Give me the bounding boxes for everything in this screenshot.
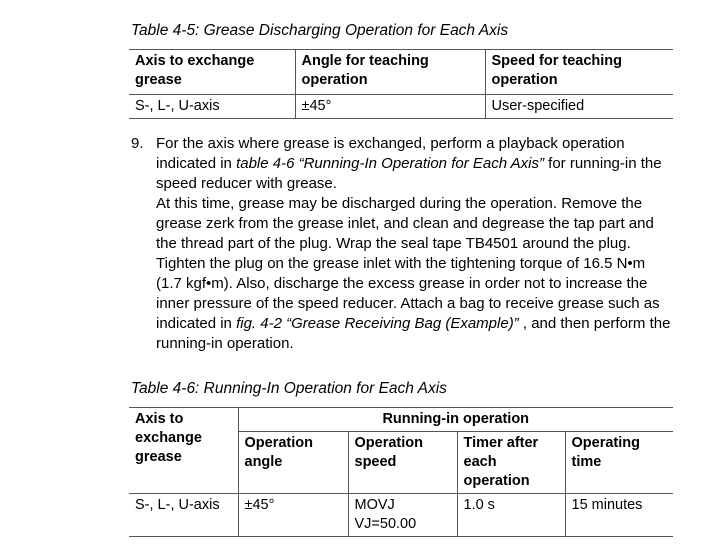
table-row: S-, L-, U-axis ±45° User-specified (129, 94, 673, 119)
cell-angle: ±45° (294, 94, 486, 119)
table-4-5: Axis to exchange grease Angle for teachi… (129, 49, 673, 119)
cell-speed: User-specified (484, 94, 673, 119)
text: , and then perform the running-in operat… (156, 315, 671, 352)
cell-axis: S-, L-, U-axis (129, 493, 239, 537)
table-4-5-caption: Table 4-5: Grease Discharging Operation … (131, 22, 509, 39)
step-text: For the axis where grease is exchanged, … (156, 134, 671, 354)
header-angle: Angle for teaching operation (294, 49, 486, 95)
table-header-row: Axis to exchange grease Angle for teachi… (129, 49, 673, 95)
header-speed: Speed for teaching operation (484, 49, 673, 95)
header-timer: Timer after each operation (456, 431, 566, 494)
header-operation-angle: Operation angle (238, 431, 349, 494)
header-running-in: Running-in operation (237, 407, 673, 432)
cell-time: 15 minutes (564, 493, 673, 537)
cell-timer: 1.0 s (456, 493, 566, 537)
table-subheader-row: Operation angle Operation speed Timer af… (129, 431, 673, 494)
header-axis: Axis to exchange grease (129, 407, 239, 494)
step-9: 9. For the axis where grease is exchange… (131, 134, 671, 354)
header-axis: Axis to exchange grease (129, 49, 296, 95)
cell-axis: S-, L-, U-axis (129, 94, 296, 119)
step-number: 9. (131, 135, 144, 152)
text: For the axis where grease is exchanged, … (156, 135, 625, 172)
text: for running-in the speed reducer with gr… (156, 155, 662, 192)
table-reference[interactable]: table 4-6 (236, 155, 295, 172)
figure-reference-title[interactable]: “Grease Receiving Bag (Example)” (286, 315, 519, 332)
text: At this time, grease may be discharged d… (156, 195, 660, 332)
figure-reference[interactable]: fig. 4-2 (236, 315, 282, 332)
table-reference-title[interactable]: “Running-In Operation for Each Axis” (298, 155, 544, 172)
header-operating-time: Operating time (564, 431, 673, 494)
cell-angle: ±45° (237, 493, 349, 537)
table-4-6-caption: Table 4-6: Running-In Operation for Each… (131, 380, 447, 397)
cell-speed: MOVJ VJ=50.00 (347, 493, 458, 537)
table-header-row: Axis to exchange grease Running-in opera… (129, 407, 673, 494)
table-row: S-, L-, U-axis ±45° MOVJ VJ=50.00 1.0 s … (129, 493, 673, 537)
table-4-6: Axis to exchange grease Running-in opera… (129, 407, 673, 537)
header-operation-speed: Operation speed (347, 431, 458, 494)
